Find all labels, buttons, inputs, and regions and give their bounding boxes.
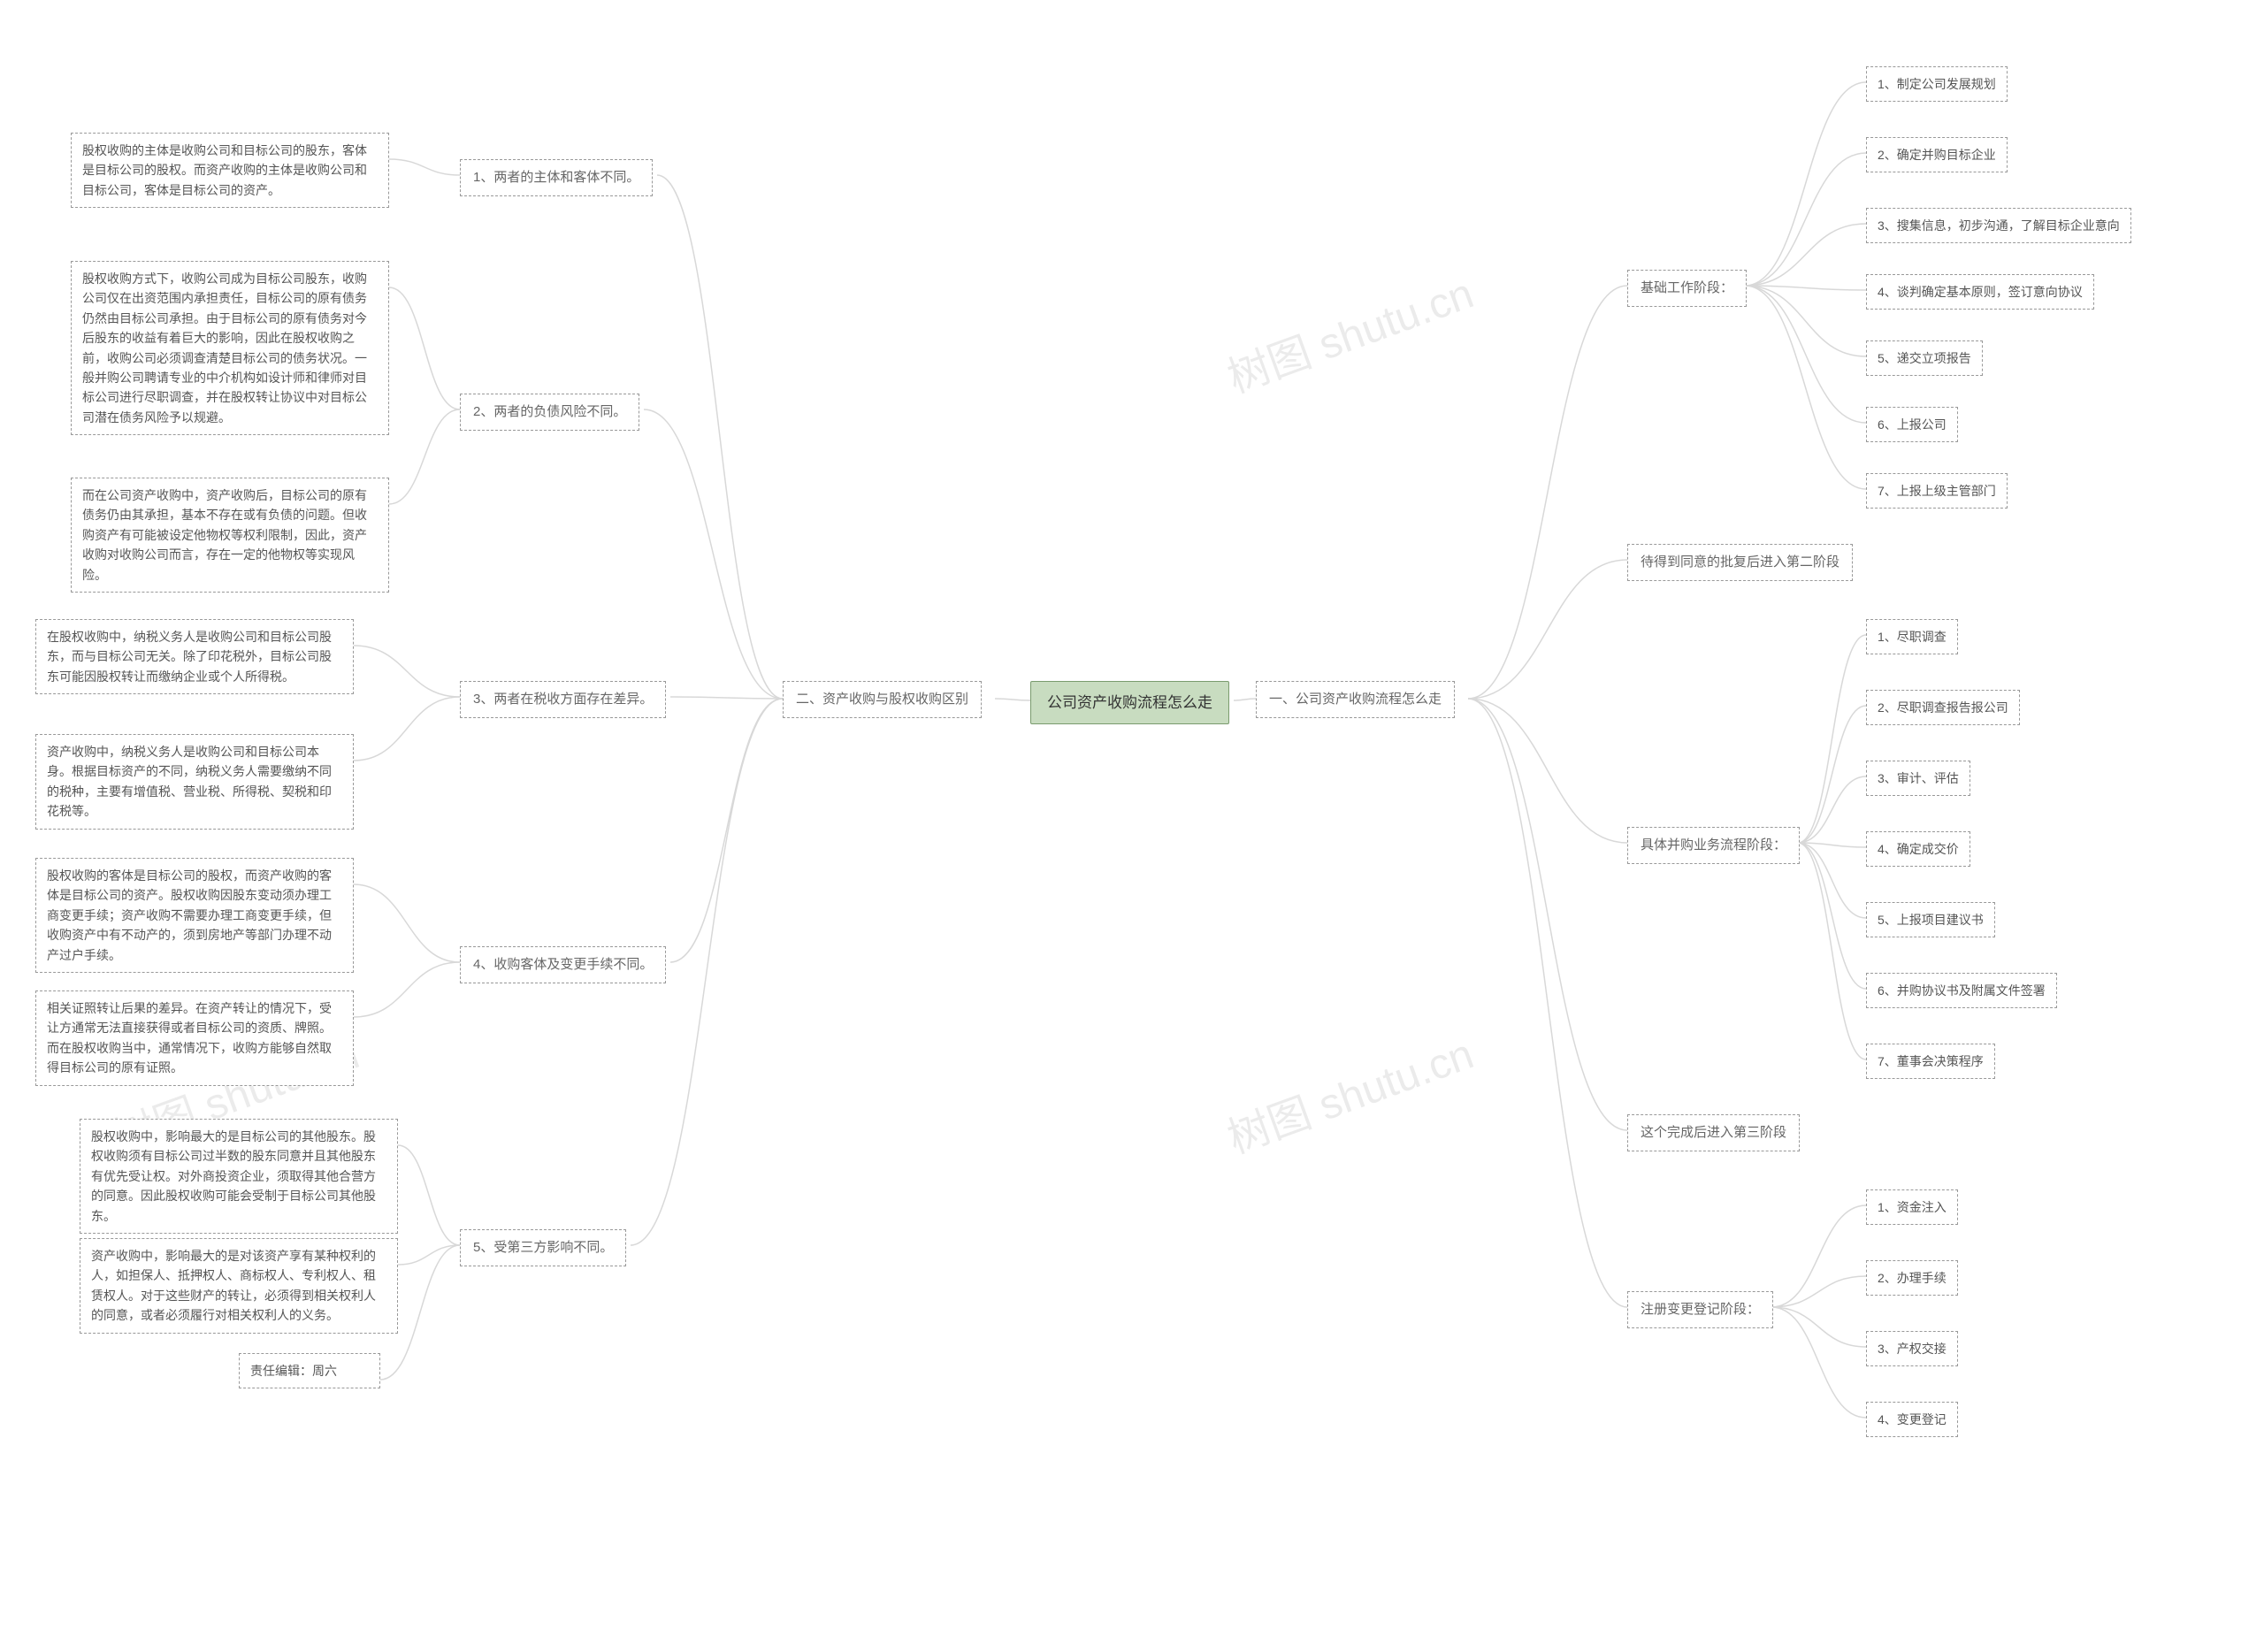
left-item-0: 1、两者的主体和客体不同。 <box>460 159 653 196</box>
left-detail-0-0: 股权收购的主体是收购公司和目标公司的股东，客体是目标公司的股权。而资产收购的主体… <box>71 133 389 208</box>
watermark-3: 树图 shutu.cn <box>1218 1019 1480 1165</box>
right-leaf-0-4: 5、递交立项报告 <box>1866 340 1983 376</box>
left-detail-3-1: 相关证照转让后果的差异。在资产转让的情况下，受让方通常无法直接获得或者目标公司的… <box>35 990 354 1086</box>
right-leaf-4-3: 4、变更登记 <box>1866 1402 1958 1437</box>
right-leaf-0-6: 7、上报上级主管部门 <box>1866 473 2008 509</box>
left-detail-3-0: 股权收购的客体是目标公司的股权，而资产收购的客体是目标公司的资产。股权收购因股东… <box>35 858 354 973</box>
right-leaf-2-6: 7、董事会决策程序 <box>1866 1044 1995 1079</box>
left-main-branch: 二、资产收购与股权收购区别 <box>783 681 982 718</box>
watermark-1: 树图 shutu.cn <box>1218 258 1480 404</box>
right-leaf-2-0: 1、尽职调查 <box>1866 619 1958 654</box>
left-detail-2-1: 资产收购中，纳税义务人是收购公司和目标公司本身。根据目标资产的不同，纳税义务人需… <box>35 734 354 830</box>
left-detail-1-0: 股权收购方式下，收购公司成为目标公司股东，收购公司仅在出资范围内承担责任，目标公… <box>71 261 389 435</box>
right-leaf-0-0: 1、制定公司发展规划 <box>1866 66 2008 102</box>
right-leaf-0-3: 4、谈判确定基本原则，签订意向协议 <box>1866 274 2094 310</box>
left-item-1: 2、两者的负债风险不同。 <box>460 394 639 431</box>
left-item-3: 4、收购客体及变更手续不同。 <box>460 946 666 983</box>
right-group-1: 待得到同意的批复后进入第二阶段 <box>1627 544 1853 581</box>
left-detail-1-1: 而在公司资产收购中，资产收购后，目标公司的原有债务仍由其承担，基本不存在或有负债… <box>71 478 389 593</box>
right-leaf-2-3: 4、确定成交价 <box>1866 831 1970 867</box>
right-group-2: 具体并购业务流程阶段： <box>1627 827 1800 864</box>
right-group-3: 这个完成后进入第三阶段 <box>1627 1114 1800 1151</box>
right-leaf-2-4: 5、上报项目建议书 <box>1866 902 1995 937</box>
right-main-branch: 一、公司资产收购流程怎么走 <box>1256 681 1455 718</box>
left-detail-4-1: 资产收购中，影响最大的是对该资产享有某种权利的人，如担保人、抵押权人、商标权人、… <box>80 1238 398 1334</box>
right-leaf-4-0: 1、资金注入 <box>1866 1189 1958 1225</box>
right-group-4: 注册变更登记阶段： <box>1627 1291 1773 1328</box>
right-leaf-2-5: 6、并购协议书及附属文件签署 <box>1866 973 2057 1008</box>
right-group-0: 基础工作阶段： <box>1627 270 1747 307</box>
left-item-4: 5、受第三方影响不同。 <box>460 1229 626 1266</box>
right-leaf-2-1: 2、尽职调查报告报公司 <box>1866 690 2020 725</box>
left-detail-4-0: 股权收购中，影响最大的是目标公司的其他股东。股权收购须有目标公司过半数的股东同意… <box>80 1119 398 1234</box>
right-leaf-2-2: 3、审计、评估 <box>1866 761 1970 796</box>
right-leaf-0-2: 3、搜集信息，初步沟通，了解目标企业意向 <box>1866 208 2131 243</box>
right-leaf-0-5: 6、上报公司 <box>1866 407 1958 442</box>
left-item-2: 3、两者在税收方面存在差异。 <box>460 681 666 718</box>
root-node: 公司资产收购流程怎么走 <box>1030 681 1229 724</box>
left-detail-2-0: 在股权收购中，纳税义务人是收购公司和目标公司股东，而与目标公司无关。除了印花税外… <box>35 619 354 694</box>
left-detail-4-2: 责任编辑：周六 <box>239 1353 380 1388</box>
right-leaf-4-1: 2、办理手续 <box>1866 1260 1958 1296</box>
right-leaf-4-2: 3、产权交接 <box>1866 1331 1958 1366</box>
right-leaf-0-1: 2、确定并购目标企业 <box>1866 137 2008 172</box>
